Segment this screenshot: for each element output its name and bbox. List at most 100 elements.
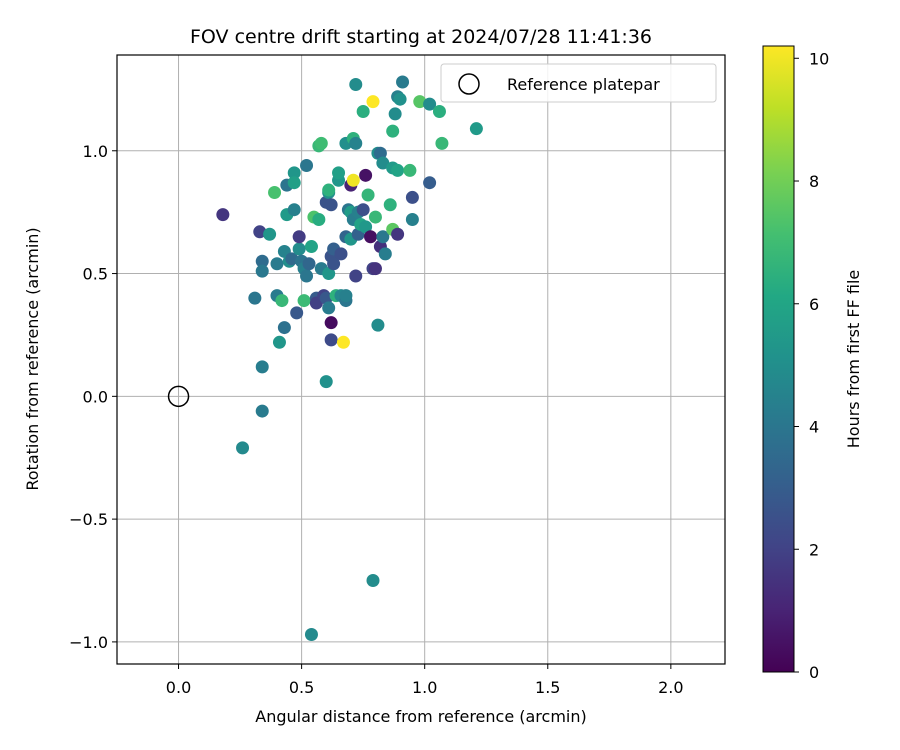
legend-label: Reference platepar [507, 75, 660, 94]
data-point [290, 306, 304, 320]
data-point [396, 75, 410, 89]
data-point [423, 176, 437, 190]
data-point [339, 289, 353, 303]
x-axis-ticks: 0.0 0.5 1.0 1.5 2.0 [166, 664, 684, 697]
x-axis-label: Angular distance from reference (arcmin) [255, 707, 586, 726]
data-point [361, 188, 375, 202]
grid-lines [117, 55, 725, 664]
data-point [413, 95, 427, 109]
data-point [327, 257, 341, 271]
data-point [405, 213, 419, 227]
data-point [322, 267, 336, 281]
data-point [236, 441, 250, 455]
x-tick-label: 2.0 [658, 678, 683, 697]
data-point [302, 257, 316, 271]
data-point [356, 104, 370, 118]
data-point [378, 247, 392, 261]
data-point [386, 124, 400, 138]
data-point [332, 166, 346, 180]
data-point [322, 301, 336, 315]
data-point [376, 230, 390, 244]
data-point [297, 294, 311, 308]
data-point [263, 227, 277, 241]
legend-circle-icon [458, 73, 480, 95]
legend: Reference platepar [440, 63, 717, 103]
data-point [248, 291, 262, 305]
data-point [393, 92, 407, 106]
colorbar-gradient [762, 45, 795, 673]
data-point [287, 176, 301, 190]
data-point [324, 198, 338, 212]
chart-title: FOV centre drift starting at 2024/07/28 … [190, 26, 652, 48]
colorbar-ticks: 0 2 4 6 8 10 [794, 49, 829, 682]
data-point [322, 183, 336, 197]
data-point [304, 628, 318, 642]
data-point [319, 375, 333, 389]
data-point [359, 220, 373, 234]
data-point [371, 318, 385, 332]
data-point [268, 186, 282, 200]
data-point [216, 208, 230, 222]
data-point [314, 136, 328, 150]
data-point [359, 168, 373, 182]
y-tick-label: 0.5 [83, 265, 108, 284]
data-point [366, 95, 380, 109]
data-point [432, 104, 446, 118]
data-point [349, 136, 363, 150]
data-point [275, 294, 289, 308]
data-point [366, 574, 380, 588]
data-point [287, 166, 301, 180]
y-axis-label: Rotation from reference (arcmin) [23, 227, 42, 490]
data-point [300, 159, 314, 173]
data-point [324, 316, 338, 330]
reference-marker-group [167, 385, 190, 408]
data-point [292, 242, 306, 256]
x-tick-label: 1.0 [412, 678, 437, 697]
colorbar-tick-label: 6 [809, 295, 819, 314]
data-point [255, 360, 269, 374]
data-point [349, 269, 363, 283]
data-point [255, 254, 269, 268]
data-point [469, 122, 483, 136]
data-point [388, 107, 402, 121]
x-tick-label: 0.5 [289, 678, 314, 697]
reference-platepar-marker [167, 385, 190, 408]
data-point [383, 198, 397, 212]
x-tick-label: 0.0 [166, 678, 191, 697]
data-point [356, 203, 370, 217]
data-point [292, 230, 306, 244]
colorbar-label: Hours from first FF file [844, 270, 863, 449]
data-point [272, 335, 286, 349]
data-point [376, 156, 390, 170]
data-point [405, 190, 419, 204]
colorbar: 0 2 4 6 8 10 Hours from first FF file [762, 45, 863, 682]
data-point [364, 230, 378, 244]
y-tick-label: 0.0 [83, 387, 108, 406]
data-point [403, 163, 417, 177]
legend-box [440, 63, 717, 103]
y-tick-label: 1.0 [83, 142, 108, 161]
x-tick-label: 1.5 [535, 678, 560, 697]
data-point [391, 163, 405, 177]
data-points [216, 75, 483, 642]
data-point [336, 335, 350, 349]
data-point [349, 77, 363, 91]
y-tick-label: −0.5 [69, 510, 108, 529]
plot-frame [116, 54, 726, 665]
data-point [312, 213, 326, 227]
y-tick-label: −1.0 [69, 633, 108, 652]
data-point [324, 333, 338, 347]
data-point [368, 262, 382, 276]
data-point [346, 173, 360, 187]
data-point [277, 321, 291, 335]
y-axis-ticks: −1.0 −0.5 0.0 0.5 1.0 [69, 142, 117, 652]
data-point [253, 225, 267, 239]
data-point [304, 240, 318, 254]
colorbar-tick-label: 10 [809, 49, 829, 68]
colorbar-tick-label: 2 [809, 540, 819, 559]
data-point [255, 404, 269, 418]
data-point [368, 210, 382, 224]
data-point [391, 227, 405, 241]
data-point [334, 247, 348, 261]
